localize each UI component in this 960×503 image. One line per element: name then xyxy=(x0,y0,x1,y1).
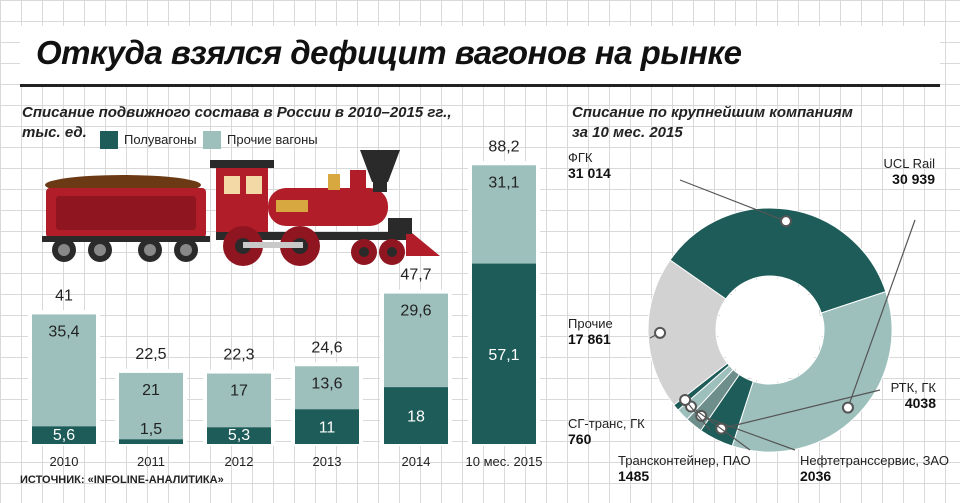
label-other-2012: 17 xyxy=(230,383,248,400)
label-gondola-2014: 18 xyxy=(407,409,425,426)
slice-value-0: 31 014 xyxy=(568,165,611,181)
bar-gondola-2010 xyxy=(32,426,96,444)
legend-swatch-other xyxy=(203,131,221,149)
slice-name-4: Трансконтейнер, ПАО xyxy=(618,453,751,468)
leader-line-5 xyxy=(684,399,711,431)
slice-name-5: СГ-транс, ГК xyxy=(568,416,645,431)
slice-value-4: 1485 xyxy=(618,468,649,484)
bar-gondola-2014 xyxy=(384,387,448,444)
donut-chart-subtitle: за 10 мес. 2015 xyxy=(572,124,683,141)
slice-value-5: 760 xyxy=(568,431,592,447)
bar-gondola-2012 xyxy=(207,427,271,444)
bar-other-10 мес. 2015 xyxy=(472,165,536,264)
steam-locomotive-illustration xyxy=(42,150,440,266)
bar-other-2012 xyxy=(207,373,271,428)
slice-name-0: ФГК xyxy=(568,150,593,165)
bar-gondola-2013 xyxy=(295,409,359,444)
slice-marker-3 xyxy=(695,409,708,422)
bar-gondola-2011 xyxy=(119,439,183,444)
label-gondola-2011: 1,5 xyxy=(140,421,162,438)
label-total-2012: 22,3 xyxy=(223,347,254,364)
leader-line-3 xyxy=(700,415,796,451)
leader-line-2 xyxy=(721,389,881,430)
tick-label-2013: 2013 xyxy=(313,454,342,469)
label-other-2010: 35,4 xyxy=(48,323,79,340)
legend-label-other: Прочие вагоны xyxy=(227,132,318,147)
label-other-2014: 29,6 xyxy=(400,303,431,320)
slice-name-1: UCL Rail xyxy=(883,156,935,171)
bar-chart-title: Списание подвижного состава в России в 2… xyxy=(22,104,452,121)
bar-gondola-10 мес. 2015 xyxy=(472,263,536,444)
tick-label-2014: 2014 xyxy=(402,454,431,469)
slice-value-1: 30 939 xyxy=(892,171,935,187)
label-total-2013: 24,6 xyxy=(311,339,342,356)
label-total-2014: 47,7 xyxy=(400,267,431,284)
slice-name-6: Прочие xyxy=(568,316,613,331)
label-other-10 мес. 2015: 31,1 xyxy=(488,174,519,191)
leader-line-4 xyxy=(690,406,751,451)
label-other-2011: 21 xyxy=(142,382,160,399)
tick-label-2012: 2012 xyxy=(225,454,254,469)
slice-marker-0 xyxy=(779,215,792,228)
slice-value-6: 17 861 xyxy=(568,331,611,347)
label-total-2010: 41 xyxy=(55,287,73,304)
label-gondola-10 мес. 2015: 57,1 xyxy=(488,347,519,364)
page-title: Откуда взялся дефицит вагонов на рынке xyxy=(36,34,742,71)
leader-line-1 xyxy=(847,219,916,408)
title-banner: Откуда взялся дефицит вагонов на рынке xyxy=(20,26,940,87)
label-gondola-2012: 5,3 xyxy=(228,427,250,444)
bar-other-2011 xyxy=(119,372,183,440)
legend-label-gondola: Полувагоны xyxy=(124,132,197,147)
tick-label-10 мес. 2015: 10 мес. 2015 xyxy=(466,454,543,469)
slice-value-3: 2036 xyxy=(800,468,831,484)
bar-chart: 35,4 5,6 41 2010 21 1,5 22,5 2011 17 5,3 22,3 2012 1… xyxy=(32,138,543,469)
label-total-2011: 22,5 xyxy=(135,346,166,363)
slice-marker-1 xyxy=(841,401,854,414)
slice-name-2: РТК, ГК xyxy=(891,380,937,395)
donut-slice-6 xyxy=(647,259,729,406)
slice-marker-6 xyxy=(654,326,667,339)
slice-marker-5 xyxy=(679,393,692,406)
label-gondola-2013: 11 xyxy=(319,420,336,437)
bar-other-2013 xyxy=(295,366,359,410)
donut-chart-title: Списание по крупнейшим компаниям xyxy=(572,104,853,121)
tick-label-2011: 2011 xyxy=(137,454,165,469)
bar-other-2014 xyxy=(384,293,448,388)
slice-value-2: 4038 xyxy=(905,395,936,411)
label-gondola-2010: 5,6 xyxy=(53,427,75,444)
legend-swatch-gondola xyxy=(100,131,118,149)
slice-name-3: Нефтетранссервис, ЗАО xyxy=(800,453,949,468)
donut-hole xyxy=(718,278,822,382)
tick-label-2010: 2010 xyxy=(50,454,79,469)
bar-chart-subtitle: тыс. ед. xyxy=(22,124,87,141)
leader-line-0 xyxy=(679,179,787,222)
label-other-2013: 13,6 xyxy=(311,375,342,392)
donut-slice-0 xyxy=(669,207,887,314)
source-note: ИСТОЧНИК: «INFOLINE-АНАЛИТИКА» xyxy=(20,474,224,486)
bar-other-2010 xyxy=(32,314,96,427)
label-total-10 мес. 2015: 88,2 xyxy=(488,138,519,155)
